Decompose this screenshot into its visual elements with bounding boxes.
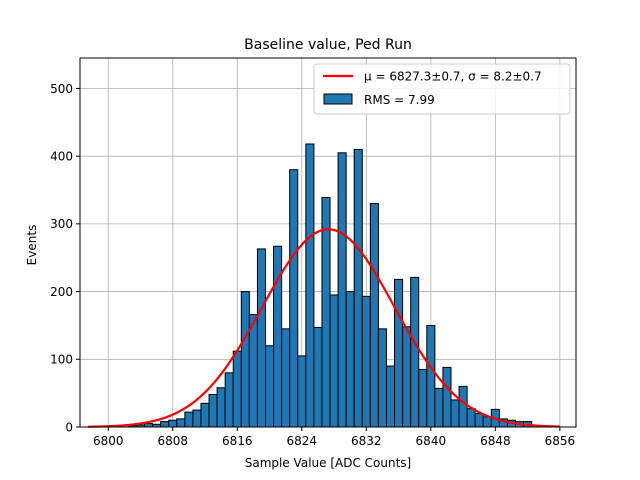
fit-curve-layer xyxy=(88,228,560,428)
histogram-bar xyxy=(369,203,379,428)
histogram-bar xyxy=(176,418,186,428)
histogram-bar xyxy=(394,278,404,428)
legend-box xyxy=(313,63,571,115)
histogram-bar xyxy=(200,402,210,428)
histogram-bar xyxy=(466,408,476,428)
histogram-bar xyxy=(184,411,194,428)
y-tick-label: 500 xyxy=(50,82,73,96)
histogram-bar xyxy=(353,148,363,428)
histogram-bar xyxy=(410,276,420,428)
histogram-bar xyxy=(482,416,492,428)
chart-title: Baseline value, Ped Run xyxy=(244,37,412,53)
histogram-bar xyxy=(385,365,396,428)
y-tick-label: 300 xyxy=(50,217,73,231)
legend-fit-label: μ = 6827.3±0.7, σ = 8.2±0.7 xyxy=(364,70,542,84)
histogram-bar xyxy=(418,368,428,428)
x-tick-label: 6832 xyxy=(351,434,382,448)
histogram-bar xyxy=(450,399,460,428)
y-tick-label: 0 xyxy=(65,420,73,434)
histogram-bar xyxy=(144,423,154,428)
histogram-bar xyxy=(264,345,275,428)
histogram-bar xyxy=(224,372,234,428)
histogram-bar xyxy=(434,387,444,428)
x-tick-label: 6856 xyxy=(545,434,576,448)
x-tick-label: 6848 xyxy=(480,434,511,448)
axis-ticks: 6800 6808 6816 6824 6832 6840 6848 6856 0 100 200 3… xyxy=(50,82,575,448)
histogram-bar xyxy=(402,326,412,428)
legend: μ = 6827.3±0.7, σ = 8.2±0.7 RMS = 7.99 xyxy=(313,63,571,115)
y-tick-label: 100 xyxy=(50,353,73,367)
histogram-bar xyxy=(321,196,331,428)
histogram-bar xyxy=(192,409,202,428)
histogram-bar xyxy=(377,328,387,428)
x-tick-label: 6824 xyxy=(287,434,318,448)
histogram-bar xyxy=(168,419,178,428)
histogram-bar xyxy=(216,387,226,428)
y-axis-label: Events xyxy=(25,225,39,266)
x-tick-label: 6816 xyxy=(222,434,253,448)
gaussian-fit-curve xyxy=(88,228,560,428)
histogram-bar xyxy=(281,328,291,428)
x-axis-label: Sample Value [ADC Counts] xyxy=(245,456,411,470)
histogram-bar xyxy=(240,291,250,428)
histogram-bar xyxy=(426,324,436,428)
histogram-bar xyxy=(289,169,299,428)
histogram-bar xyxy=(442,366,452,428)
histogram-bar xyxy=(345,291,355,428)
histogram-bar xyxy=(329,294,339,428)
histogram-bar xyxy=(232,350,242,428)
x-tick-label: 6808 xyxy=(157,434,188,448)
x-tick-label: 6800 xyxy=(93,434,124,448)
histogram-bar xyxy=(361,295,371,428)
histogram-bar xyxy=(248,314,258,428)
histogram-bar xyxy=(458,385,468,428)
y-tick-label: 200 xyxy=(50,285,73,299)
x-tick-label: 6840 xyxy=(416,434,447,448)
histogram-bar xyxy=(305,143,315,428)
legend-histogram-label: RMS = 7.99 xyxy=(364,93,435,107)
histogram-bar xyxy=(256,248,266,428)
histogram-bar xyxy=(297,355,307,428)
histogram-bar xyxy=(208,394,218,428)
histogram-bar xyxy=(313,326,323,428)
y-tick-label: 400 xyxy=(50,149,73,163)
legend-histogram-swatch xyxy=(323,93,353,105)
histogram-bar xyxy=(474,412,484,428)
histogram-bar xyxy=(160,421,170,428)
plot-frame xyxy=(79,57,577,428)
histogram-bar xyxy=(337,152,347,428)
